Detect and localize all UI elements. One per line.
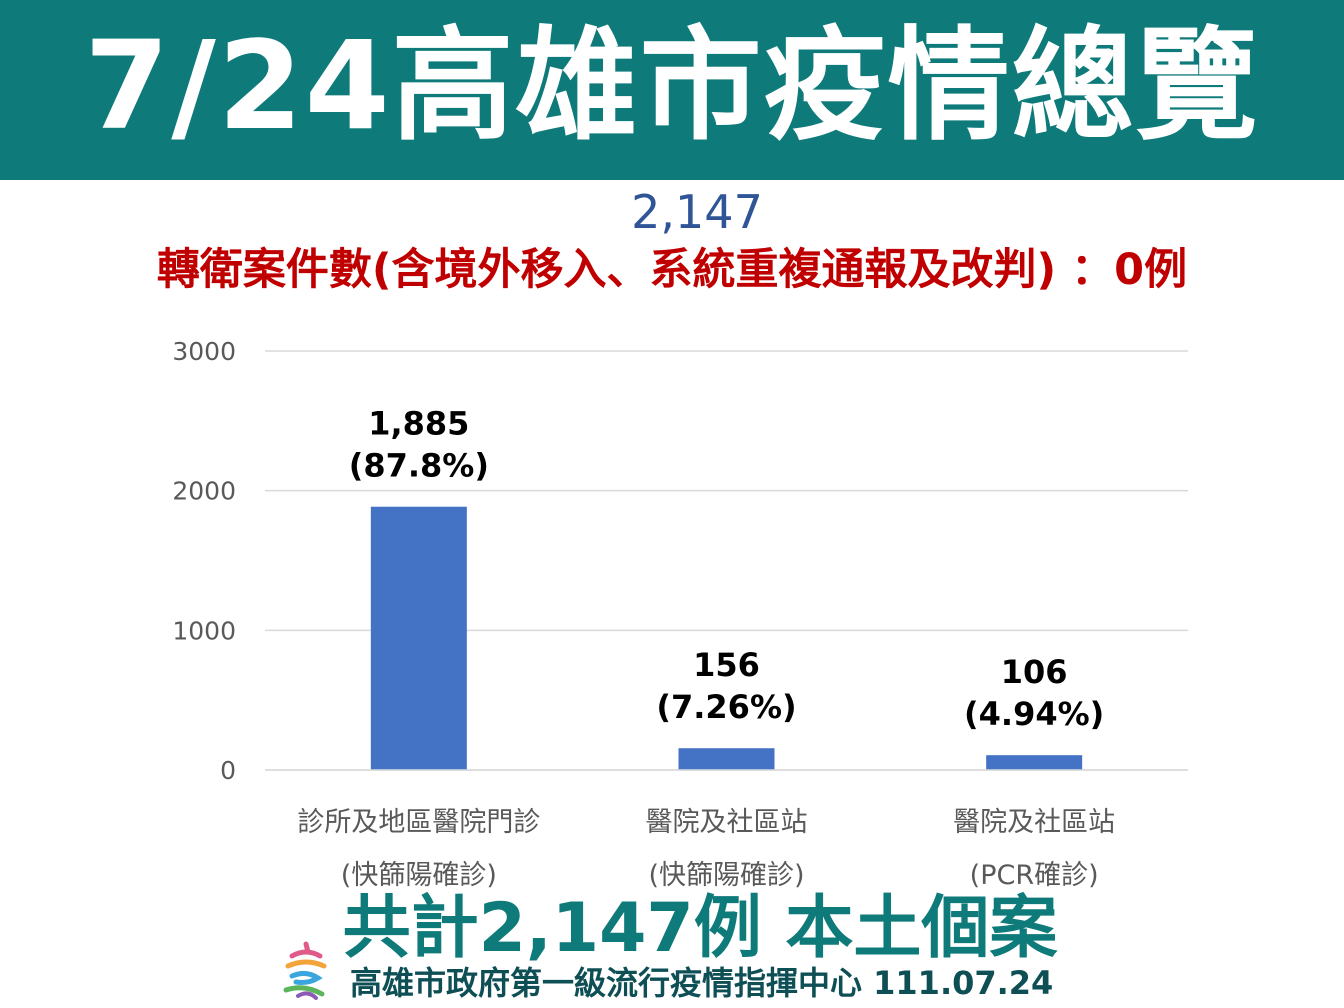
x-category-label: (PCR確診): [970, 860, 1099, 891]
data-label: 106: [1001, 653, 1068, 691]
y-tick-label: 3000: [172, 337, 236, 366]
bar: [986, 755, 1083, 770]
source-footer: 高雄市政府第一級流行疫情指揮中心 111.07.24: [350, 964, 1054, 1002]
y-tick-label: 1000: [172, 616, 236, 645]
y-tick-label: 0: [220, 756, 236, 785]
x-category-label: (快篩陽確診): [341, 860, 497, 891]
bar: [678, 748, 775, 770]
x-category-label: 醫院及社區站: [646, 807, 808, 838]
data-label: (87.8%): [349, 447, 489, 485]
page-title: 7/24高雄市疫情總覽: [84, 15, 1260, 157]
kaohsiung-city-logo: [283, 941, 327, 1000]
x-category-label: 診所及地區醫院門診: [297, 807, 540, 838]
total-cases-number: 2,147: [631, 185, 763, 239]
total-local-cases: 共計2,147例 本土個案: [342, 889, 1058, 968]
title-banner: 7/24高雄市疫情總覽: [0, 0, 1344, 180]
data-label: (4.94%): [964, 695, 1104, 733]
data-label: (7.26%): [656, 688, 796, 726]
y-tick-label: 2000: [172, 477, 236, 506]
x-category-label: 醫院及社區站: [953, 807, 1115, 838]
x-category-label: (快篩陽確診): [648, 860, 804, 891]
bar: [370, 506, 467, 770]
data-label: 1,885: [368, 405, 469, 443]
transfer-cases-note: 轉衛案件數(含境外移入、系統重複通報及改判) ：0例: [156, 245, 1188, 295]
data-label: 156: [693, 646, 760, 684]
